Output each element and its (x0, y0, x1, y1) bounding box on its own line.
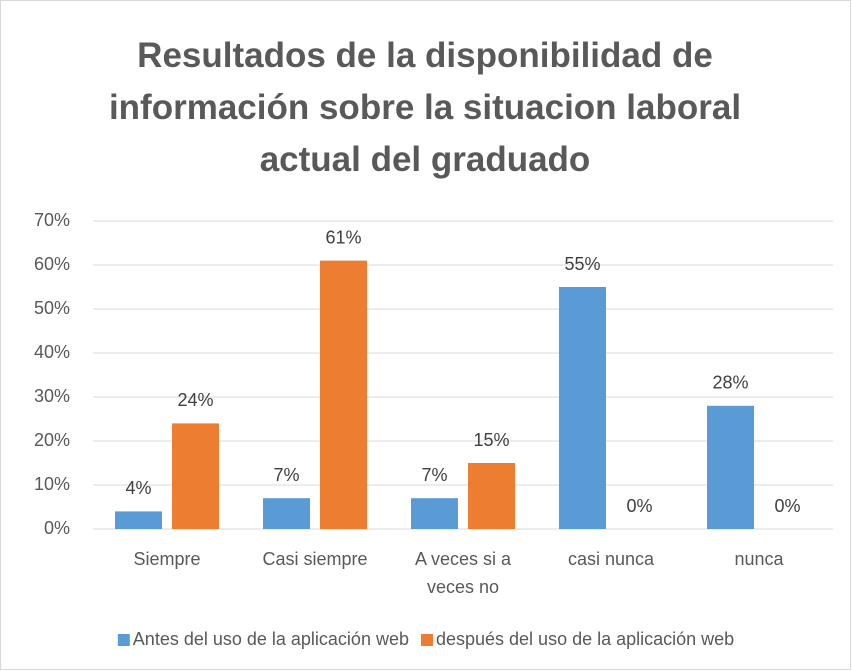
y-tick-label: 50% (34, 298, 70, 318)
legend-label: Antes del uso de la aplicación web (133, 629, 409, 649)
y-tick-label: 70% (34, 210, 70, 230)
value-label: 55% (564, 254, 600, 274)
y-tick-label: 40% (34, 342, 70, 362)
bar (707, 405, 754, 529)
y-tick-label: 60% (34, 254, 70, 274)
y-tick-label: 10% (34, 474, 70, 494)
bar (320, 260, 367, 529)
value-label: 24% (177, 390, 213, 410)
value-label: 7% (421, 465, 447, 485)
value-label: 0% (626, 496, 652, 516)
y-tick-label: 0% (44, 518, 70, 538)
value-label: 7% (273, 465, 299, 485)
chart-title: Resultados de la disponibilidad de inform… (109, 36, 741, 179)
x-tick-label: Casi siempre (262, 549, 367, 569)
bar (172, 423, 219, 529)
value-label: 28% (712, 373, 748, 393)
y-tick-label: 20% (34, 430, 70, 450)
x-tick-label: A veces si a veces no (415, 549, 512, 597)
bar (263, 498, 310, 529)
value-label: 0% (774, 496, 800, 516)
legend-label: después del uso de la aplicación web (436, 629, 734, 649)
legend: Antes del uso de la aplicación web despué… (117, 629, 734, 649)
x-tick-label: nunca (734, 549, 784, 569)
x-tick-label: Siempre (133, 549, 200, 569)
legend-swatch (420, 634, 433, 646)
value-label: 4% (125, 478, 151, 498)
x-tick-label: casi nunca (568, 549, 655, 569)
value-label: 61% (325, 227, 361, 247)
bar (559, 287, 606, 529)
bar (115, 511, 162, 529)
legend-swatch (117, 634, 130, 646)
y-tick-label: 30% (34, 386, 70, 406)
bar (411, 498, 458, 529)
bar (468, 463, 515, 529)
value-label: 15% (473, 430, 509, 450)
